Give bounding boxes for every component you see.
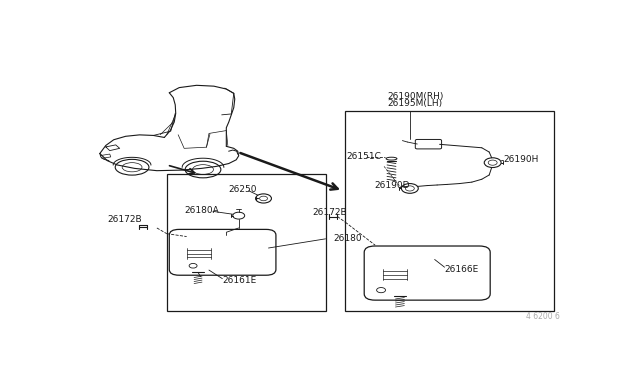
Text: 26190M(RH): 26190M(RH) xyxy=(388,92,444,101)
Text: 26180: 26180 xyxy=(333,234,362,243)
Text: 26195M(LH): 26195M(LH) xyxy=(388,99,443,108)
Text: 26166E: 26166E xyxy=(445,265,479,274)
Text: 26161E: 26161E xyxy=(222,276,257,285)
Bar xyxy=(167,173,326,311)
Text: 26190H: 26190H xyxy=(503,155,538,164)
Text: 26172B: 26172B xyxy=(108,215,142,224)
Text: 26190D: 26190D xyxy=(374,181,410,190)
Bar xyxy=(346,110,554,311)
Text: 26180A: 26180A xyxy=(184,206,219,215)
Text: 26250: 26250 xyxy=(229,185,257,194)
Text: 4 6200 6: 4 6200 6 xyxy=(526,312,560,321)
Text: 26151C: 26151C xyxy=(346,153,381,161)
Text: 26172B: 26172B xyxy=(312,208,347,217)
